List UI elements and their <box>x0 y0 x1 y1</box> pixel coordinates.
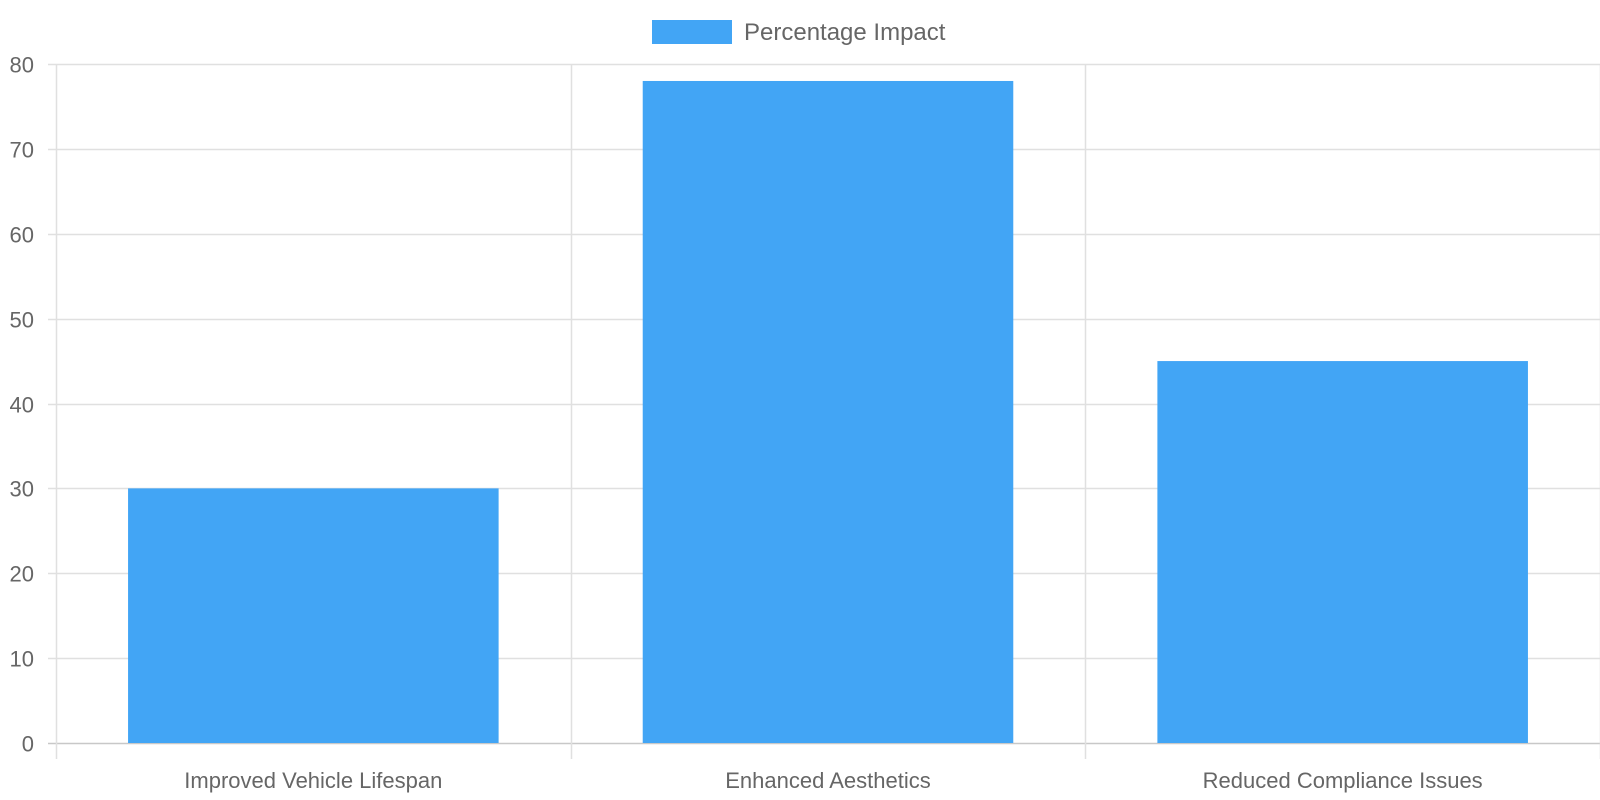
legend-swatch[interactable] <box>652 20 732 44</box>
bars <box>128 80 1528 744</box>
y-tick-label: 60 <box>10 223 34 248</box>
x-tick-label: Enhanced Aesthetics <box>725 768 930 793</box>
y-tick-label: 50 <box>10 308 34 333</box>
bar <box>642 80 1014 744</box>
y-tick-label: 30 <box>10 477 34 502</box>
y-tick-label: 70 <box>10 138 34 163</box>
legend-label[interactable]: Percentage Impact <box>744 19 946 46</box>
x-tick-label: Improved Vehicle Lifespan <box>184 768 442 793</box>
y-tick-label: 10 <box>10 647 34 672</box>
y-tick-label: 20 <box>10 562 34 587</box>
y-tick-label: 80 <box>10 53 34 78</box>
y-tick-label: 40 <box>10 393 34 418</box>
x-tick-label: Reduced Compliance Issues <box>1203 768 1483 793</box>
bar <box>1157 361 1528 743</box>
y-tick-label: 0 <box>22 732 34 757</box>
legend[interactable]: Percentage Impact <box>652 19 946 46</box>
bar <box>128 488 499 743</box>
x-axis: Improved Vehicle Lifespan Enhanced Aesthe… <box>184 768 1482 793</box>
y-axis: 0 10 20 30 40 50 60 70 80 <box>10 53 34 757</box>
